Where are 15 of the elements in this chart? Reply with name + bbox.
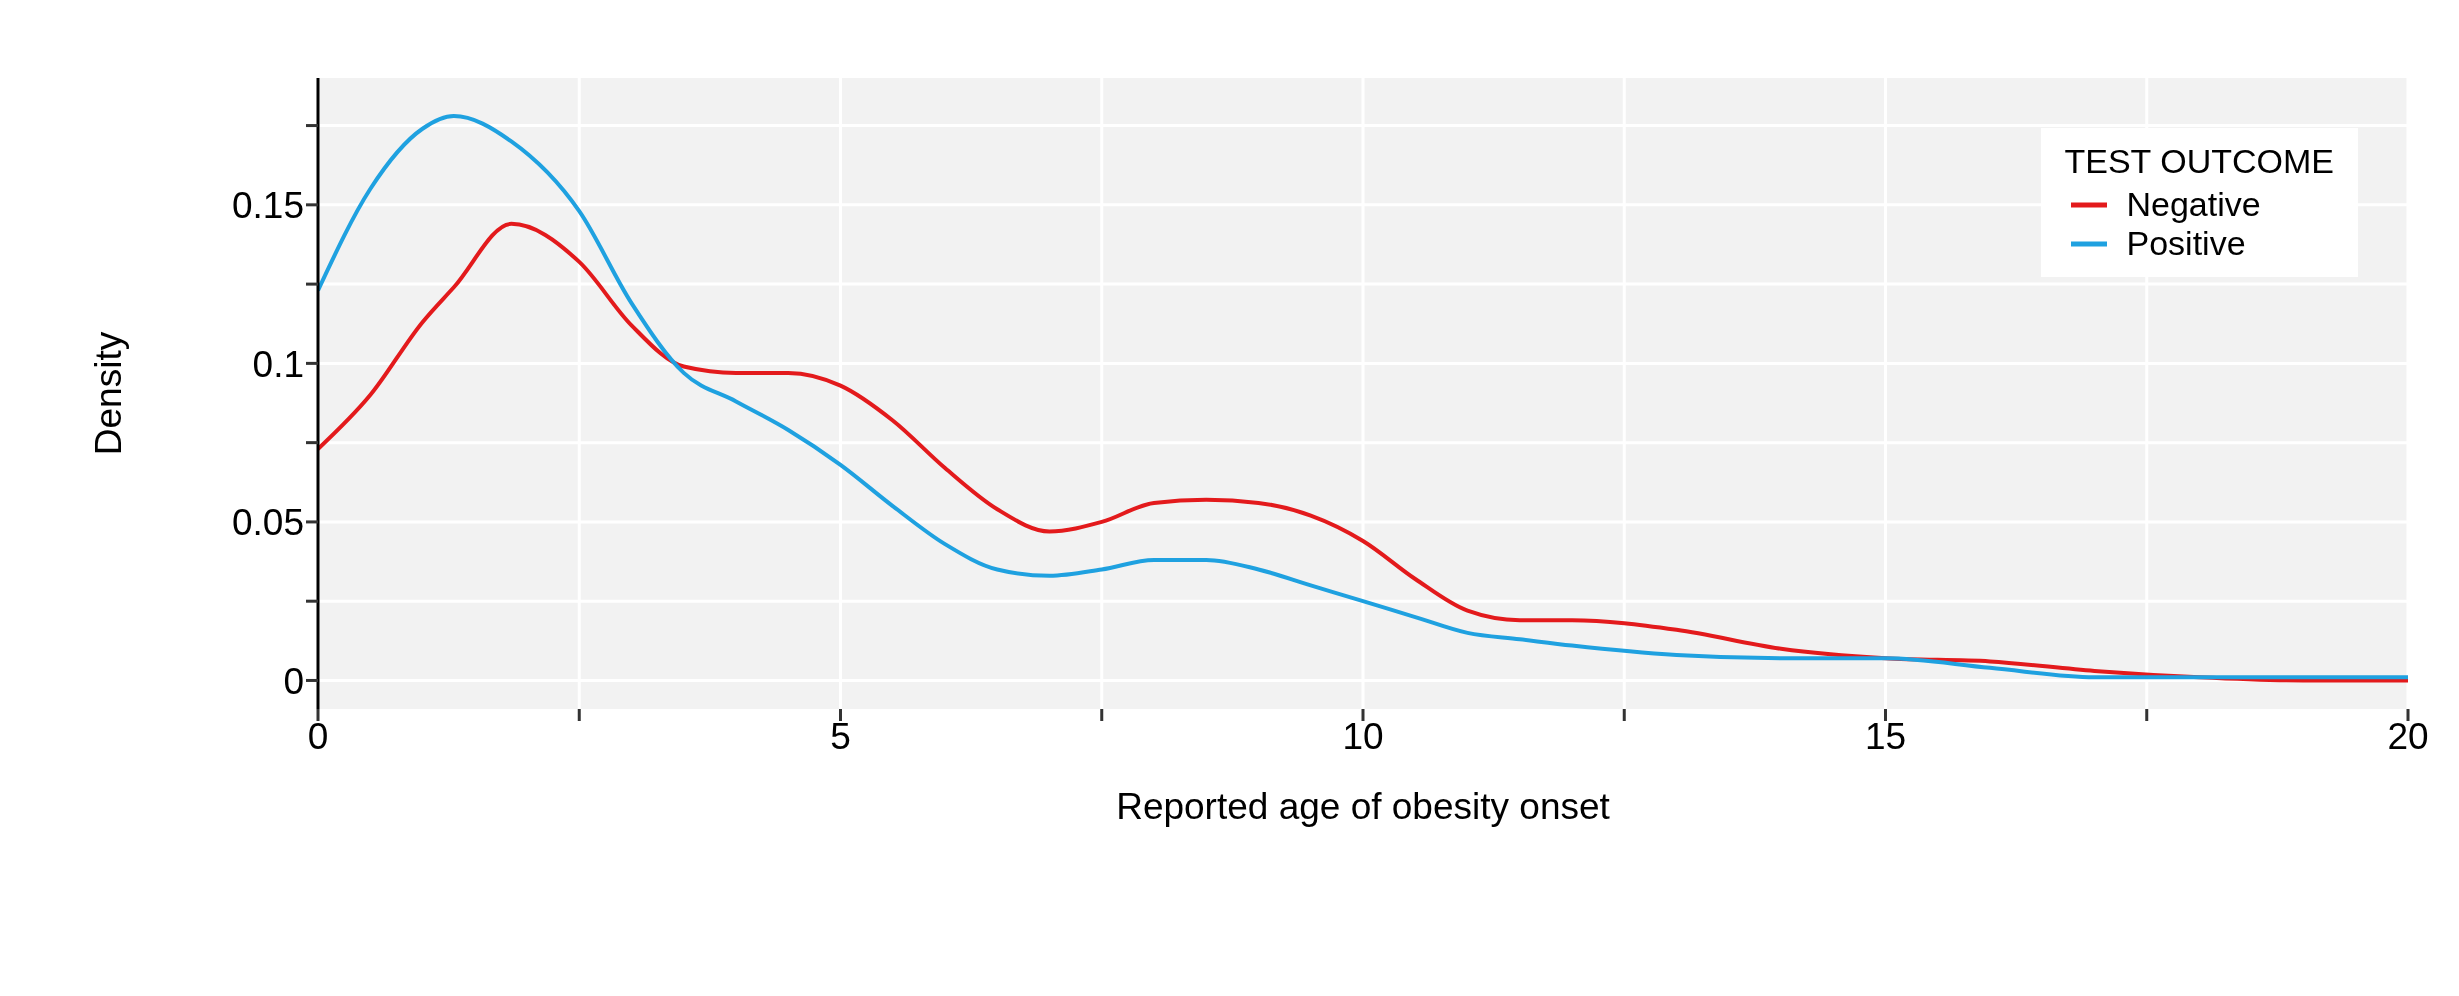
line-series [318, 114, 2408, 680]
x-tick-label: 15 [1864, 716, 1907, 758]
x-tick-label: 20 [2387, 716, 2429, 758]
y-tick-label: 0 [283, 660, 304, 702]
y-tick-label: 0.1 [252, 343, 304, 385]
y-tick-label: 0.15 [231, 184, 304, 226]
line-series [318, 221, 2408, 683]
x-tick-label: 10 [1342, 716, 1384, 758]
y-tick-label: 0.05 [231, 502, 304, 544]
y-axis-title: Density [88, 331, 130, 456]
legend-title: TEST OUTCOME [2064, 142, 2334, 181]
x-tick-label: 5 [830, 716, 851, 758]
legend-label: Negative [2126, 185, 2261, 224]
x-axis-title: Reported age of obesity onset [1116, 786, 1611, 827]
legend-label: Positive [2126, 224, 2246, 263]
